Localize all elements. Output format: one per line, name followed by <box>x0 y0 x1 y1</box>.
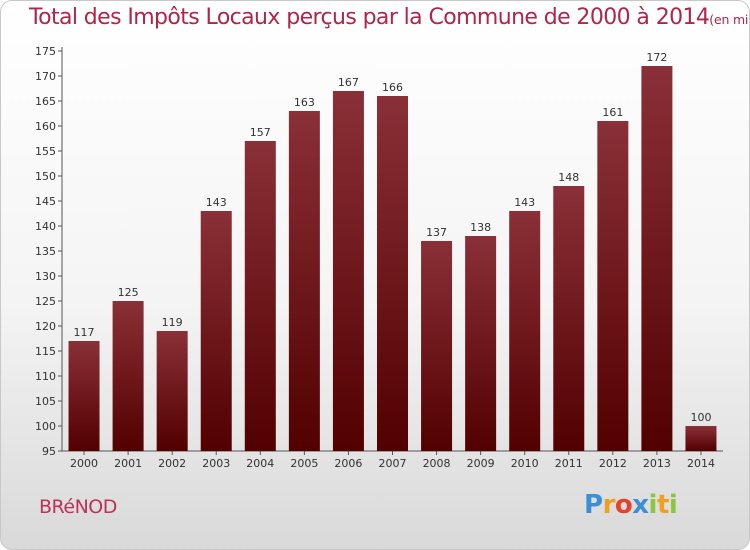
y-tick-label: 100 <box>35 420 56 433</box>
y-tick-label: 140 <box>35 220 56 233</box>
data-label: 157 <box>250 126 271 139</box>
bar <box>509 211 541 451</box>
data-label: 117 <box>74 326 95 339</box>
y-tick-label: 95 <box>42 445 56 458</box>
x-tick-label: 2005 <box>290 457 318 470</box>
bar <box>244 141 276 451</box>
x-tick-label: 2012 <box>599 457 627 470</box>
chart-title-text: Total des Impôts Locaux perçus par la Co… <box>29 5 710 30</box>
x-tick-label: 2013 <box>643 457 671 470</box>
y-tick-label: 170 <box>35 70 56 83</box>
x-tick-label: 2000 <box>70 457 98 470</box>
x-tick-label: 2009 <box>467 457 495 470</box>
x-tick-label: 2011 <box>555 457 583 470</box>
data-label: 148 <box>558 171 579 184</box>
y-tick-label: 115 <box>35 345 56 358</box>
y-tick-label: 160 <box>35 120 56 133</box>
x-tick-label: 2006 <box>334 457 362 470</box>
data-label: 100 <box>690 411 711 424</box>
x-tick-label: 2010 <box>511 457 539 470</box>
data-label: 167 <box>338 76 359 89</box>
bar <box>465 236 497 451</box>
x-tick-label: 2007 <box>379 457 407 470</box>
y-tick-label: 120 <box>35 320 56 333</box>
bar <box>112 301 144 451</box>
y-tick-label: 110 <box>35 370 56 383</box>
data-label: 161 <box>602 106 623 119</box>
y-tick-label: 135 <box>35 245 56 258</box>
data-label: 166 <box>382 81 403 94</box>
y-tick-label: 145 <box>35 195 56 208</box>
bar <box>156 331 188 451</box>
y-tick-label: 130 <box>35 270 56 283</box>
x-tick-label: 2014 <box>687 457 715 470</box>
y-tick-label: 125 <box>35 295 56 308</box>
data-label: 163 <box>294 96 315 109</box>
unit-label: (en milliers d'€) <box>709 12 749 27</box>
bar <box>641 66 673 451</box>
x-tick-label: 2003 <box>202 457 230 470</box>
y-tick-label: 150 <box>35 170 56 183</box>
commune-name: BRéNOD <box>39 496 117 518</box>
bar <box>200 211 232 451</box>
y-tick-label: 155 <box>35 145 56 158</box>
bar <box>288 111 320 451</box>
data-label: 119 <box>162 316 183 329</box>
x-tick-label: 2002 <box>158 457 186 470</box>
x-tick-label: 2001 <box>114 457 142 470</box>
bar <box>685 426 717 451</box>
bar <box>421 241 453 451</box>
x-tick-label: 2004 <box>246 457 274 470</box>
y-tick-label: 175 <box>35 45 56 58</box>
bar <box>553 186 585 451</box>
bar <box>377 96 408 451</box>
chart-title: Total des Impôts Locaux perçus par la Co… <box>29 5 749 30</box>
data-label: 138 <box>470 221 491 234</box>
proxiti-logo: Proxiti <box>584 490 678 520</box>
data-label: 143 <box>206 196 227 209</box>
bar <box>597 121 629 451</box>
bar <box>68 341 100 451</box>
data-label: 172 <box>646 51 667 64</box>
bar <box>332 91 364 451</box>
value-labels: 117 125 119 143 157 163 167 166 137 138 143 148 161 1… <box>74 51 712 424</box>
y-tick-label: 105 <box>35 395 56 408</box>
data-label: 125 <box>118 286 139 299</box>
x-tick-label: 2008 <box>423 457 451 470</box>
data-label: 137 <box>426 226 447 239</box>
y-tick-label: 165 <box>35 95 56 108</box>
data-label: 143 <box>514 196 535 209</box>
axes: 95 100 105 110 115 120 125 130 135 140 145 150 155 16… <box>35 45 723 470</box>
bars <box>68 66 717 451</box>
